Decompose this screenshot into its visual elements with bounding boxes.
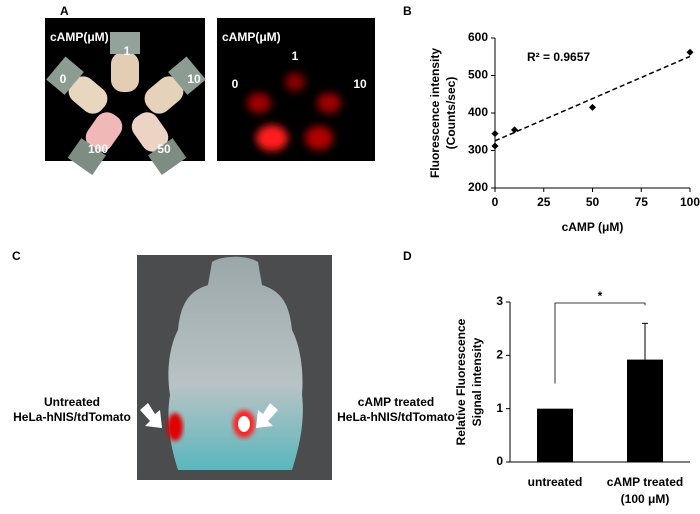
y-tick-label: 400 xyxy=(468,105,488,119)
tube-label: 1 xyxy=(124,44,131,58)
y-tick-label: 3 xyxy=(496,294,503,308)
panel-label: D xyxy=(403,249,412,263)
y-tick-label: 600 xyxy=(468,30,488,44)
y-tick-label: 2 xyxy=(496,348,503,362)
point xyxy=(491,142,499,150)
y-axis-label: (Counts/sec) xyxy=(444,77,458,150)
tube-label: 10 xyxy=(353,77,367,91)
x-tick-label: (100 μM) xyxy=(621,492,670,506)
annotation: cAMP treated xyxy=(358,395,434,409)
point xyxy=(510,126,519,134)
significance-bracket xyxy=(554,302,646,384)
annotation: HeLa-hNIS/tdTomato xyxy=(337,410,455,424)
y-axis-label: Fluorescence intensity xyxy=(428,48,442,178)
tube-label: 100 xyxy=(255,160,275,174)
tube-label: 10 xyxy=(187,72,201,86)
arrow xyxy=(140,403,162,428)
x-tick-label: 50 xyxy=(586,195,600,209)
x-axis-label: cAMP (μM) xyxy=(562,220,624,234)
y-tick-label: 300 xyxy=(468,143,488,157)
photo-title: cAMP(μM) xyxy=(222,30,281,44)
arrow xyxy=(256,403,278,428)
x-tick-label: 100 xyxy=(680,195,700,209)
y-axis-label: Relative Fluorescence xyxy=(454,318,468,445)
annotation: Untreated xyxy=(44,395,100,409)
tube-label: 50 xyxy=(323,160,337,174)
x-tick-label: 75 xyxy=(635,195,649,209)
tube-label: 0 xyxy=(232,77,239,91)
x-tick-label: 25 xyxy=(537,195,551,209)
y-tick-label: 1 xyxy=(496,401,503,415)
panel-label: A xyxy=(60,4,69,18)
panel-label: C xyxy=(12,249,21,263)
tubes xyxy=(46,32,206,176)
y-tick-label: 0 xyxy=(496,454,503,468)
y-axis-label: Signal intensity xyxy=(470,337,484,426)
tube-label: 100 xyxy=(88,142,108,156)
panel-label: B xyxy=(403,4,412,18)
tumor-signal xyxy=(167,413,183,441)
tube-label: 50 xyxy=(157,142,171,156)
bar xyxy=(537,408,573,462)
x-tick-label: 0 xyxy=(492,195,499,209)
trend-line xyxy=(494,55,691,142)
point xyxy=(588,103,597,111)
x-tick-label: untreated xyxy=(528,475,583,489)
significance: * xyxy=(598,289,603,303)
tube-label: 0 xyxy=(60,72,67,86)
y-tick-label: 200 xyxy=(468,180,488,194)
y-tick-label: 500 xyxy=(468,68,488,82)
fluorescence-spots xyxy=(247,73,341,151)
point xyxy=(686,48,694,56)
annotation: R² = 0.9657 xyxy=(527,50,590,64)
bar xyxy=(627,359,663,462)
x-tick-label: cAMP treated xyxy=(607,475,683,489)
tumor-signal-core xyxy=(238,416,250,432)
annotation: HeLa-hNIS/tdTomato xyxy=(13,410,131,424)
point xyxy=(491,130,499,138)
tube-label: 1 xyxy=(292,49,299,63)
photo-title: cAMP(μM) xyxy=(50,30,109,44)
